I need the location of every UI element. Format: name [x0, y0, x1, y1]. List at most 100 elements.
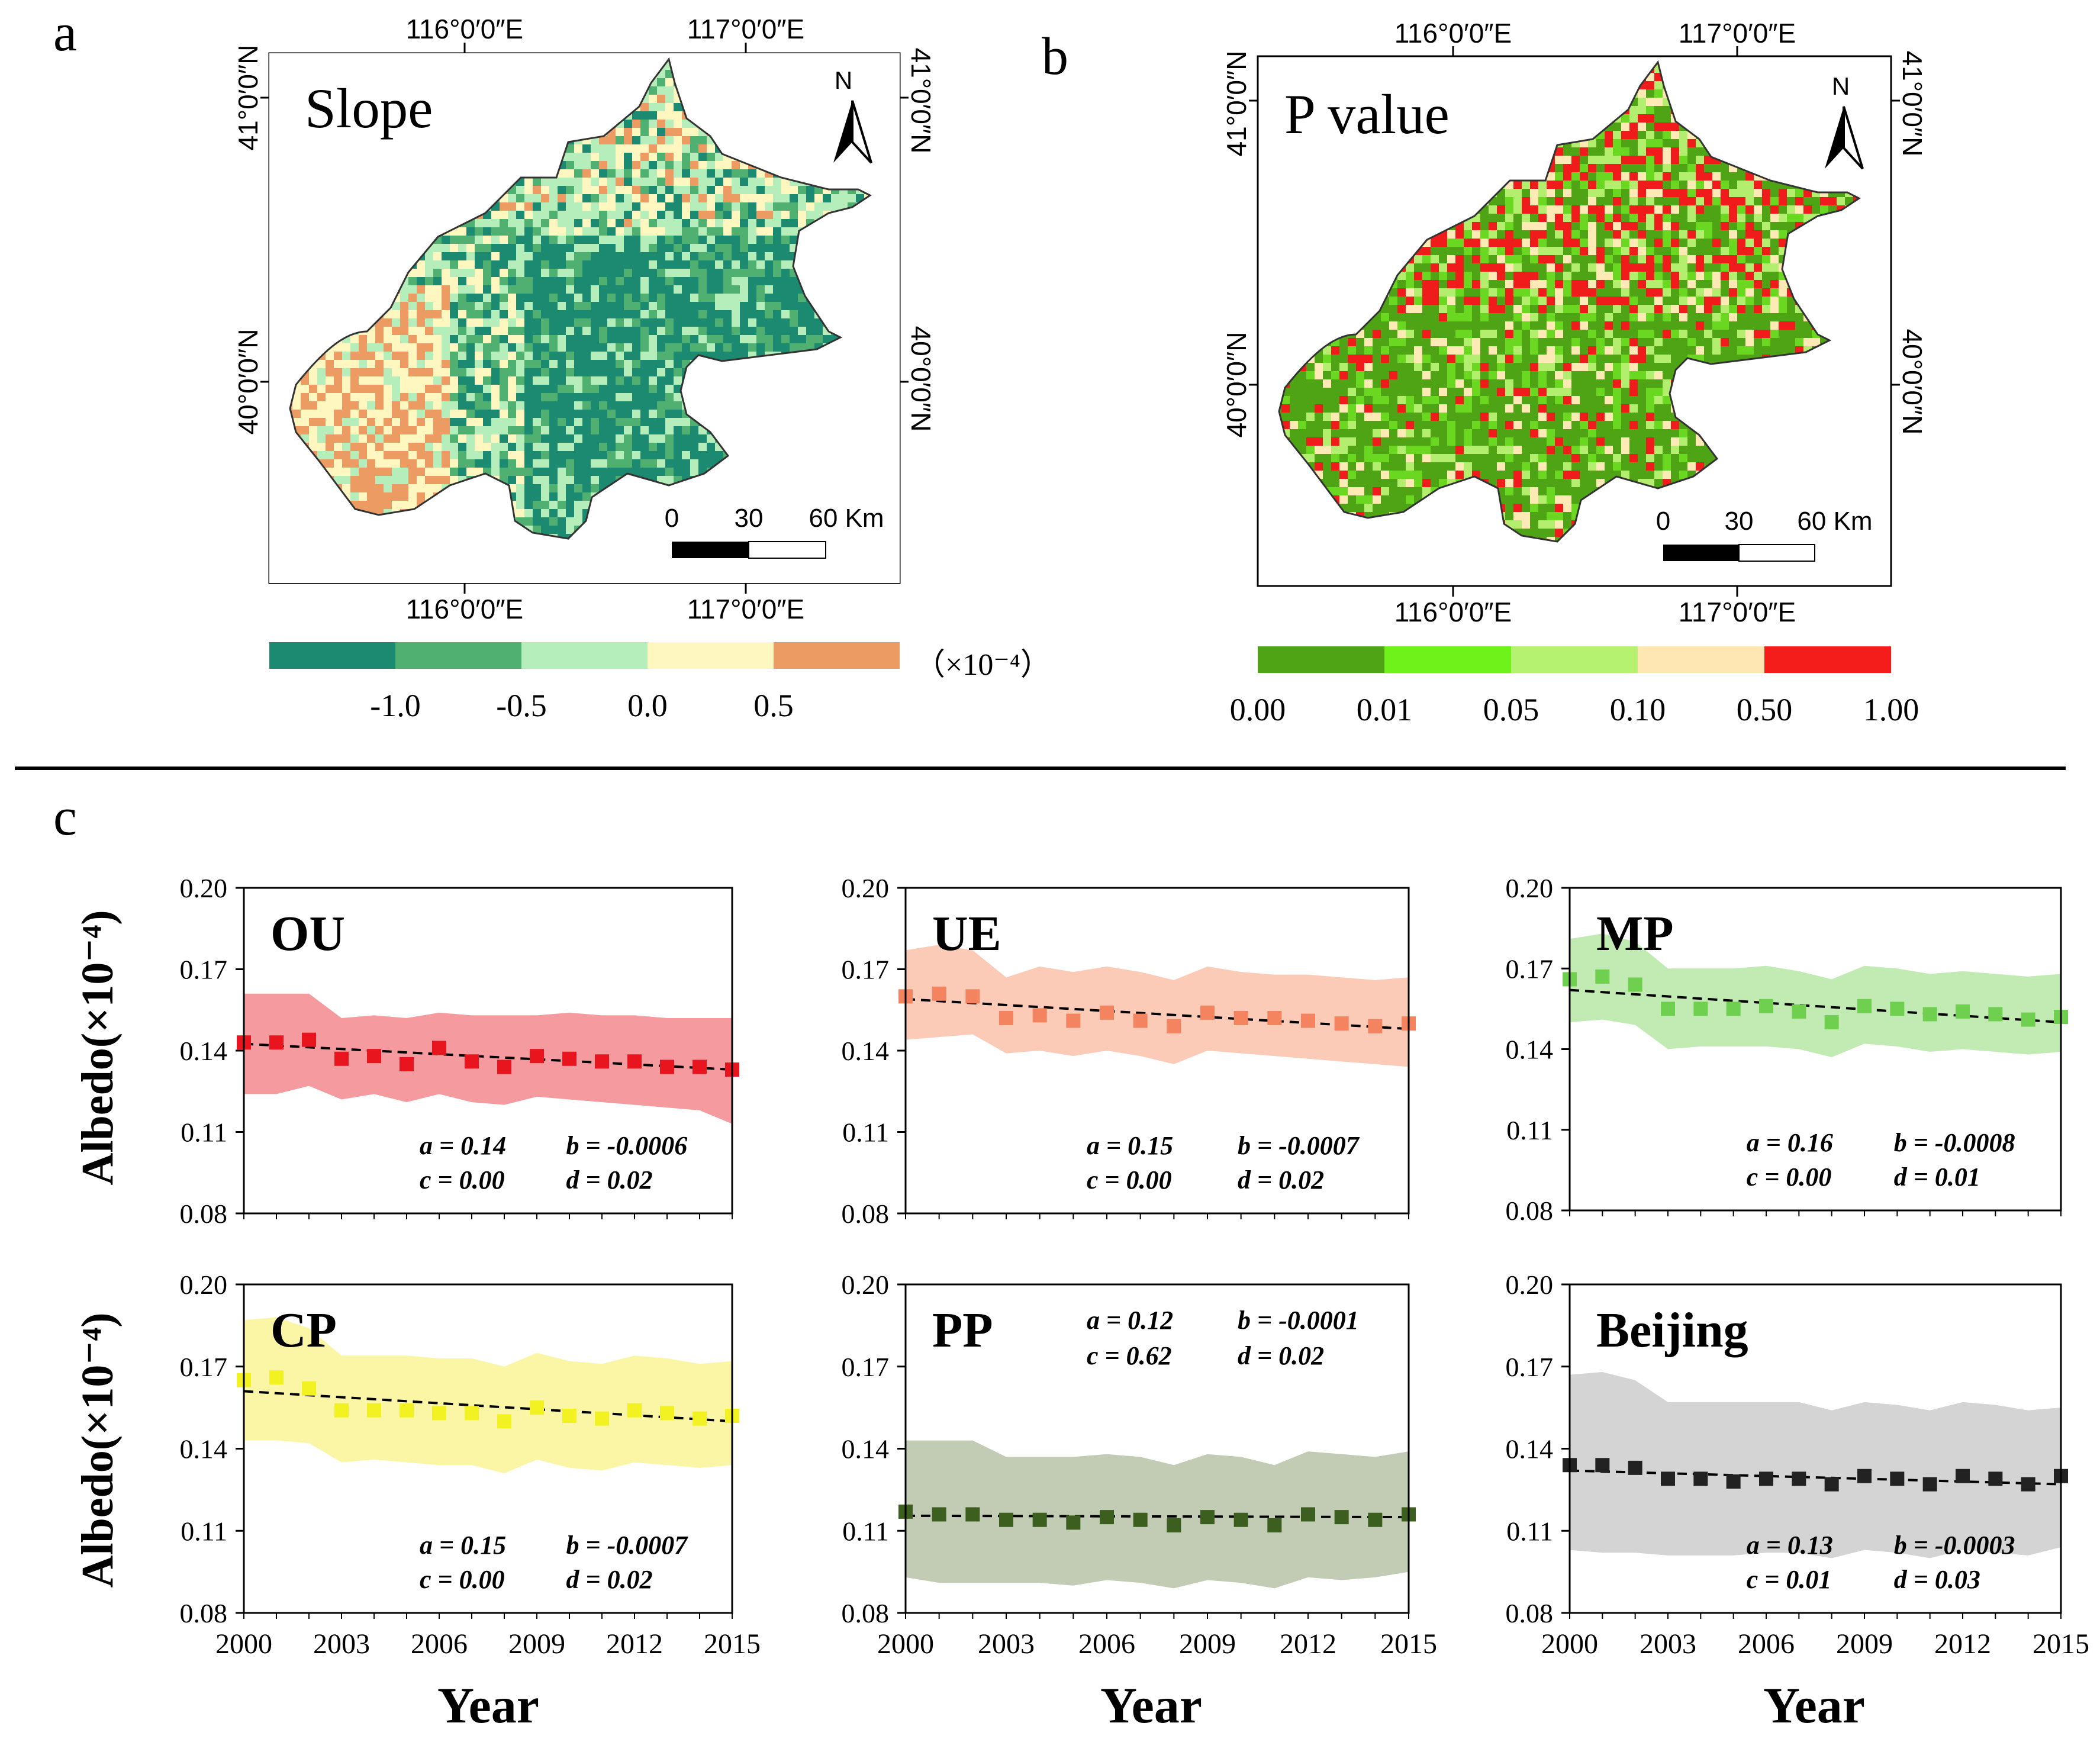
panel-label-c: c	[53, 788, 77, 846]
data-point	[400, 1403, 414, 1418]
lat-label-left: 40°0′0″N	[1221, 332, 1252, 438]
legend-swatch	[1638, 646, 1764, 673]
lon-label-top: 117°0′0″E	[1679, 18, 1796, 49]
data-point	[965, 989, 980, 1004]
x-axis-label: Year	[1100, 1677, 1202, 1734]
data-point	[660, 1406, 674, 1421]
y-tick-label: 0.11	[1506, 1115, 1553, 1145]
data-point	[497, 1059, 511, 1074]
data-point	[627, 1054, 642, 1069]
data-point	[302, 1032, 316, 1047]
y-tick-label: 0.11	[842, 1516, 889, 1546]
chart-title: PP	[932, 1303, 993, 1358]
legend-swatch	[648, 642, 774, 669]
regression-stat: d = 0.03	[1894, 1565, 1980, 1594]
data-point	[1595, 969, 1610, 984]
regression-stat: a = 0.16	[1747, 1128, 1833, 1157]
panel-label-a: a	[53, 4, 77, 62]
trend-line	[1569, 988, 2062, 1024]
uncertainty-band	[244, 993, 732, 1124]
y-tick-label: 0.14	[180, 1434, 228, 1464]
regression-stat: c = 0.00	[1087, 1165, 1172, 1194]
regression-stat: d = 0.02	[1238, 1165, 1324, 1194]
chart-title: CP	[270, 1303, 337, 1358]
data-point	[1988, 1007, 2003, 1022]
regression-stat: b = -0.0003	[1894, 1531, 2015, 1560]
data-point	[627, 1403, 642, 1418]
lon-label-bottom: 116°0′0″E	[1394, 597, 1512, 627]
legend-swatch	[521, 642, 648, 669]
y-axis-label: Albedo(×10⁻⁴)	[73, 1312, 123, 1587]
legend-swatch	[1764, 646, 1891, 673]
x-tick-label: 2015	[1380, 1628, 1437, 1660]
data-point	[660, 1059, 674, 1074]
data-point	[1167, 1019, 1181, 1033]
data-point	[1368, 1512, 1383, 1527]
regression-stat: d = 0.02	[1238, 1341, 1324, 1370]
y-tick-label: 0.17	[180, 955, 228, 985]
regression-stat: b = -0.0008	[1894, 1128, 2015, 1157]
data-point	[1824, 1477, 1839, 1492]
legend-swatch	[1258, 646, 1384, 673]
x-axis-label: Year	[437, 1677, 539, 1734]
data-point	[1334, 1016, 1349, 1031]
data-point	[1133, 1013, 1148, 1028]
data-point	[1267, 1518, 1282, 1532]
y-tick-label: 0.08	[842, 1598, 890, 1628]
data-point	[465, 1406, 479, 1421]
data-point	[965, 1507, 980, 1522]
regression-stat: a = 0.15	[420, 1531, 506, 1560]
y-tick-label: 0.17	[842, 955, 890, 985]
uncertainty-band	[244, 1317, 732, 1474]
lat-label-right: 40°0′0″N	[1897, 329, 1928, 435]
data-point	[2021, 1012, 2035, 1027]
data-point	[1301, 1013, 1315, 1028]
data-point	[1066, 1515, 1081, 1530]
y-tick-label: 0.17	[842, 1352, 890, 1382]
data-point	[1824, 1015, 1839, 1030]
x-tick-label: 2000	[877, 1628, 934, 1660]
data-point	[1792, 1004, 1806, 1019]
data-point	[1988, 1471, 2003, 1486]
legend-tick-label: 0.05	[1483, 692, 1539, 727]
y-tick-label: 0.14	[842, 1036, 890, 1066]
data-point	[1956, 1469, 1970, 1483]
svg-text:0: 0	[665, 504, 679, 533]
data-point	[1233, 1011, 1248, 1025]
y-tick-label: 0.14	[1506, 1434, 1554, 1464]
data-point	[932, 986, 946, 1001]
data-point	[1922, 1477, 1937, 1492]
chart-title: UE	[932, 906, 1001, 961]
map-title: Slope	[305, 77, 433, 140]
regression-stat: b = -0.0001	[1238, 1306, 1359, 1335]
legend-swatch	[774, 642, 900, 669]
y-tick-label: 0.20	[842, 873, 890, 903]
x-tick-label: 2006	[411, 1628, 468, 1660]
y-tick-label: 0.14	[842, 1434, 890, 1464]
lon-label-bottom: 116°0′0″E	[406, 594, 524, 624]
lon-label-top: 116°0′0″E	[1394, 18, 1512, 49]
data-point	[367, 1049, 381, 1064]
lon-label-top: 117°0′0″E	[687, 14, 805, 44]
data-point	[530, 1049, 544, 1064]
y-tick-label: 0.08	[842, 1199, 890, 1229]
y-tick-label: 0.20	[1506, 873, 1554, 903]
regression-stat: a = 0.15	[1087, 1131, 1173, 1160]
data-point	[1922, 1007, 1937, 1022]
chart-title: Beijing	[1596, 1303, 1748, 1358]
y-tick-label: 0.20	[180, 1270, 228, 1300]
lat-label-left: 41°0′0″N	[233, 45, 263, 151]
svg-text:60 Km: 60 Km	[809, 504, 884, 533]
regression-stat: c = 0.00	[420, 1165, 505, 1194]
data-point	[1595, 1458, 1610, 1473]
y-tick-label: 0.11	[842, 1118, 889, 1148]
lon-label-top: 116°0′0″E	[406, 14, 524, 44]
y-tick-label: 0.20	[1506, 1270, 1554, 1300]
x-tick-label: 2000	[215, 1628, 272, 1660]
regression-stat: d = 0.02	[566, 1165, 653, 1194]
y-tick-label: 0.08	[1506, 1196, 1554, 1226]
y-tick-label: 0.17	[1506, 1352, 1554, 1382]
data-point	[1066, 1013, 1081, 1028]
